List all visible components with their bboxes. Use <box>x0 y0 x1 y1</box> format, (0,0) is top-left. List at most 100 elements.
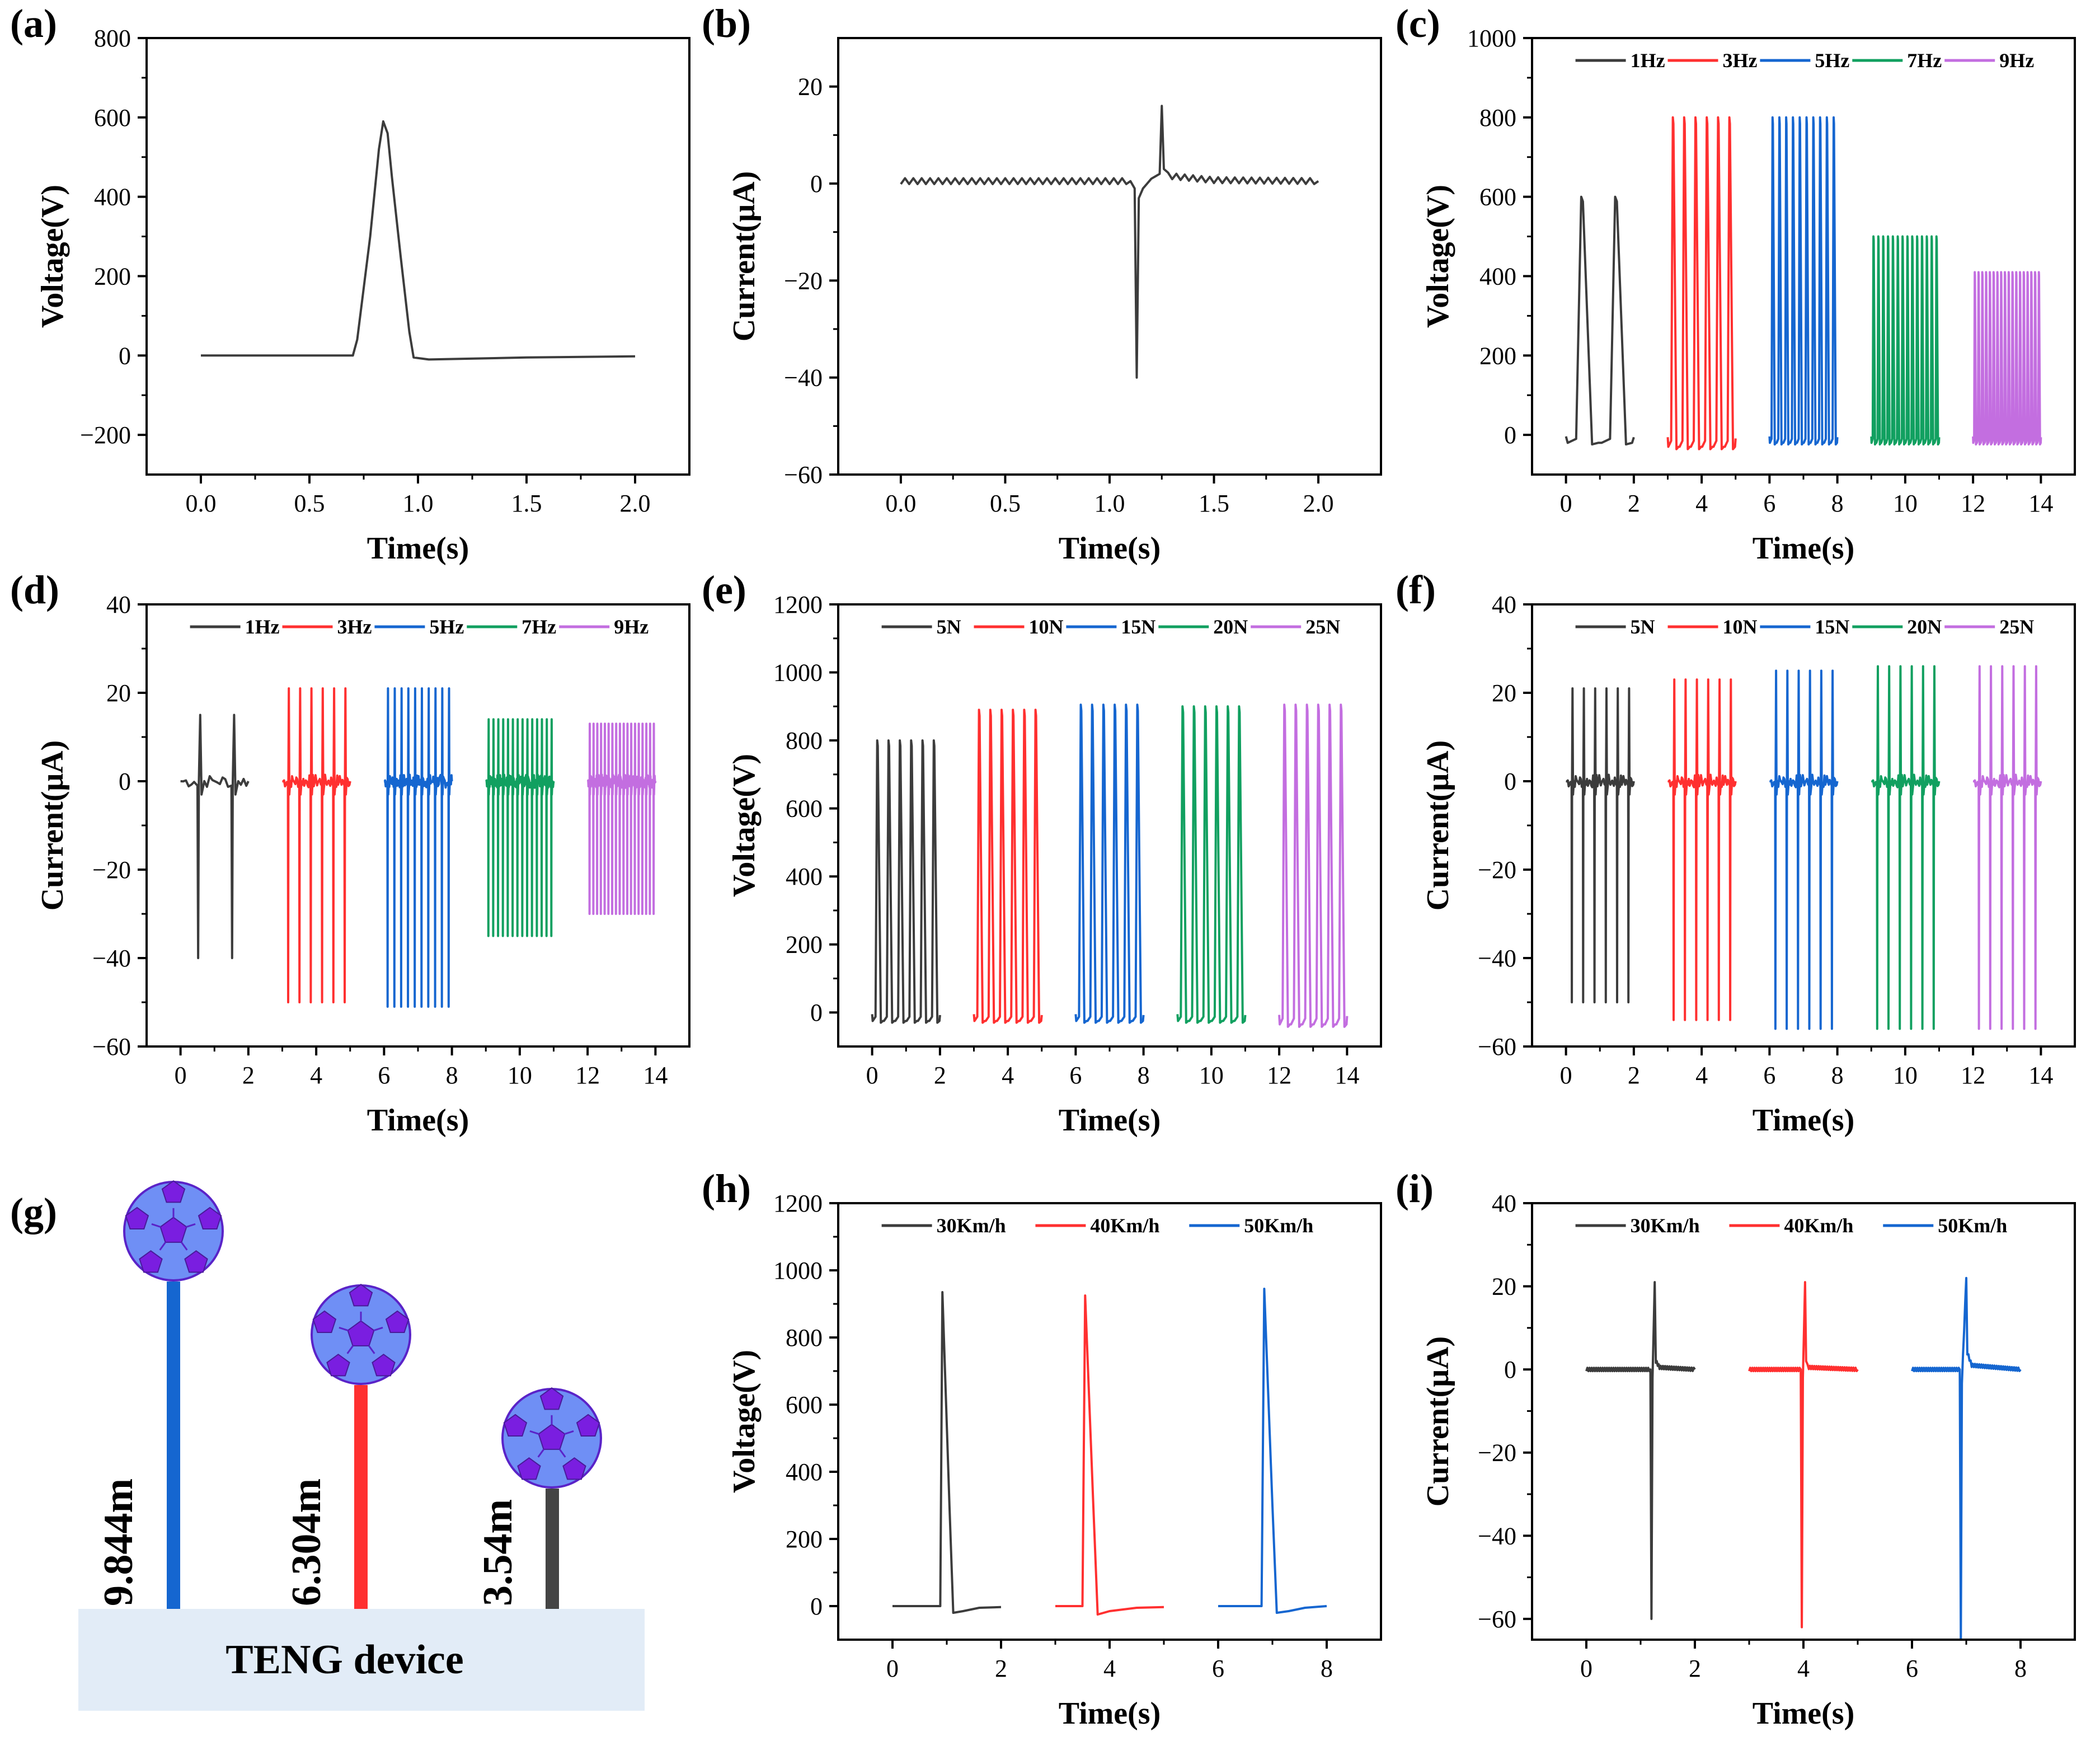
y-axis-label-a: Voltage(V) <box>35 185 70 328</box>
series-line-e-4 <box>1176 705 1247 1024</box>
panel-label-g: (g) <box>10 1190 57 1235</box>
y-tick-label: 800 <box>1479 104 1516 132</box>
soccer-ball-icon <box>501 1387 602 1489</box>
y-tick-label: 20 <box>798 73 823 101</box>
legend-label: 7Hz <box>522 616 556 638</box>
series-line-e-5 <box>1278 703 1349 1028</box>
legend-label: 3Hz <box>1723 49 1758 72</box>
ball-patch <box>538 1424 566 1450</box>
ball-patch <box>139 1250 163 1273</box>
x-tick-label: 10 <box>1199 1062 1224 1089</box>
ball-seam <box>339 1326 349 1332</box>
y-tick-label: 20 <box>1492 1273 1516 1301</box>
legend-label: 1Hz <box>1631 49 1665 72</box>
legend-label: 9Hz <box>614 616 649 638</box>
legend-label: 9Hz <box>1999 49 2034 72</box>
x-tick-label: 2 <box>934 1062 946 1089</box>
y-tick-label: 800 <box>786 1324 823 1351</box>
x-tick-label: 12 <box>1267 1062 1291 1089</box>
series-line-i-1 <box>1585 1281 1696 1620</box>
y-tick-label: 1000 <box>773 659 823 687</box>
y-tick-label: −20 <box>92 856 131 884</box>
x-tick-label: 2 <box>1628 490 1640 517</box>
legend-label: 15N <box>1815 616 1849 638</box>
x-tick-label: 2 <box>1628 1062 1640 1089</box>
ball-patch <box>576 1414 600 1437</box>
x-tick-label: 0 <box>1560 490 1572 517</box>
chart-panel-f: (f) 0 2 4 6 8 10 12 14 −60 −40 −20 0 20 40 Time(s) Curre… <box>1396 567 2076 1138</box>
y-tick-label: 400 <box>786 863 823 890</box>
legend-label: 20N <box>1907 616 1942 638</box>
y-tick-label: 20 <box>1492 679 1516 707</box>
ball-patch <box>184 1250 208 1273</box>
legend-label: 20N <box>1213 616 1248 638</box>
x-tick-label: 8 <box>2014 1655 2027 1682</box>
x-tick-label: 6 <box>1212 1655 1224 1682</box>
x-tick-label: 8 <box>1138 1062 1150 1089</box>
y-tick-label: −40 <box>784 364 823 392</box>
series-line-c-3 <box>1768 116 1839 446</box>
series-line-h-1 <box>892 1291 1002 1614</box>
series-line-i-2 <box>1748 1281 1859 1628</box>
x-tick-label: 1.5 <box>1199 490 1229 517</box>
x-tick-label: 0 <box>175 1062 187 1089</box>
x-axis-label-i: Time(s) <box>1753 1696 1855 1731</box>
drop-height-label-2: 6.304m <box>284 1479 330 1606</box>
series-line-f-4 <box>1871 665 1941 1030</box>
y-tick-label: 1000 <box>773 1257 823 1284</box>
x-tick-label: 10 <box>508 1062 532 1089</box>
soccer-ball-icon <box>311 1283 411 1385</box>
x-tick-label: 6 <box>1069 1062 1082 1089</box>
panel-label-f: (f) <box>1396 567 1436 612</box>
x-tick-label: 8 <box>446 1062 458 1089</box>
teng-device-label: TENG device <box>225 1637 463 1683</box>
y-tick-label: 0 <box>1504 1356 1516 1383</box>
x-tick-label: 0.0 <box>885 490 916 517</box>
panel-label-d: (d) <box>10 567 59 612</box>
y-tick-label: 400 <box>786 1458 823 1486</box>
x-axis-label-h: Time(s) <box>1059 1696 1161 1731</box>
x-tick-label: 4 <box>1695 490 1708 517</box>
x-tick-label: 0 <box>886 1655 899 1682</box>
series-line-h-3 <box>1218 1288 1327 1614</box>
y-tick-label: 200 <box>786 931 823 959</box>
legend-label: 7Hz <box>1907 49 1942 72</box>
y-tick-label: 0 <box>119 768 131 795</box>
x-tick-label: 14 <box>1335 1062 1359 1089</box>
ball-seam <box>151 1223 161 1228</box>
legend-label: 25N <box>1305 616 1340 638</box>
y-tick-label: 0 <box>1504 421 1516 449</box>
x-tick-label: 8 <box>1831 1062 1844 1089</box>
y-tick-label: 40 <box>106 591 131 618</box>
series-line-d-2 <box>282 687 351 1003</box>
y-tick-label: 1000 <box>1467 25 1516 52</box>
y-tick-label: 0 <box>810 999 823 1026</box>
y-axis-label-d: Current(μA) <box>35 740 70 910</box>
x-axis-label-c: Time(s) <box>1753 531 1855 566</box>
x-tick-label: 12 <box>575 1062 600 1089</box>
series-line-i-3 <box>1911 1276 2022 1641</box>
x-tick-label: 12 <box>1961 490 1985 517</box>
legend-label: 5Hz <box>1815 49 1849 72</box>
y-tick-label: 600 <box>786 1391 823 1419</box>
legend-label: 15N <box>1121 616 1155 638</box>
series-line-c-5 <box>1972 271 2042 446</box>
y-axis-label-i: Current(μA) <box>1421 1336 1455 1506</box>
y-tick-label: −40 <box>1478 945 1516 972</box>
y-tick-label: −60 <box>784 461 823 489</box>
x-tick-label: 2.0 <box>620 490 651 517</box>
ball-seam <box>558 1448 566 1458</box>
legend-label: 40Km/h <box>1090 1214 1159 1237</box>
series-line-f-2 <box>1667 678 1737 1021</box>
x-tick-label: 4 <box>1797 1655 1810 1682</box>
x-axis-label-b: Time(s) <box>1059 531 1161 566</box>
drop-height-label-3: 3.54m <box>475 1499 521 1606</box>
x-tick-label: 14 <box>643 1062 668 1089</box>
y-tick-label: 600 <box>786 795 823 823</box>
panel-label-c: (c) <box>1396 1 1440 46</box>
x-tick-label: 14 <box>2028 490 2053 517</box>
x-axis-label-e: Time(s) <box>1059 1103 1161 1138</box>
chart-panel-b: (b) 0.0 0.5 1.0 1.5 2.0 −60 −40 −20 0 20 Time(s) Cur… <box>702 1 1382 566</box>
y-tick-label: 400 <box>94 184 131 211</box>
ball-patch <box>372 1353 396 1377</box>
